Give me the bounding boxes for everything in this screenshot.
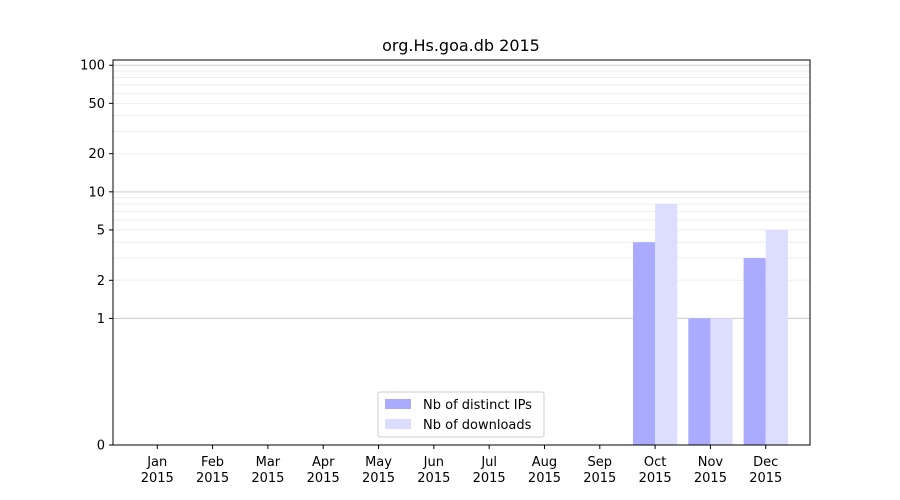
y-axis: 0 1 2 5 10 20 50 100 [80,59,113,454]
bar-distinct-ips [688,318,711,445]
x-tick-label-month: Jul [480,455,497,470]
y-tick-label: 20 [88,147,105,162]
x-tick-label-year: 2015 [417,471,450,486]
grid [113,64,810,319]
x-tick-label-month: Oct [644,455,666,470]
legend-swatch [385,419,411,429]
legend-label: Nb of downloads [423,418,532,433]
legend: Nb of distinct IPs Nb of downloads [377,391,545,438]
x-tick-label-year: 2015 [694,471,727,486]
bar-distinct-ips [743,258,766,445]
chart-title: org.Hs.goa.db 2015 [382,36,540,55]
x-tick-label-year: 2015 [251,471,284,486]
x-tick-label-year: 2015 [362,471,395,486]
bars [632,204,788,445]
bar-downloads [765,229,788,445]
legend-label: Nb of distinct IPs [423,398,532,413]
x-tick-label-month: Sep [588,455,613,470]
x-tick-label-year: 2015 [307,471,340,486]
bar-downloads [710,318,733,445]
plot-frame [112,59,811,446]
x-tick-label-month: Aug [532,455,557,470]
y-tick-label: 50 [88,97,105,112]
x-tick-label-month: Jun [423,455,444,470]
x-tick-label-month: Mar [256,455,281,470]
x-tick-label-year: 2015 [639,471,672,486]
legend-swatch [385,399,411,409]
y-tick-label: 2 [97,274,105,289]
y-tick-label: 100 [80,59,105,74]
x-tick-label-year: 2015 [528,471,561,486]
x-tick-label-month: Dec [753,455,778,470]
bar-distinct-ips [632,242,656,445]
y-tick-label: 10 [88,185,105,200]
x-tick-label-year: 2015 [749,471,782,486]
x-tick-label-month: Nov [698,455,724,470]
x-tick-label-year: 2015 [583,471,616,486]
y-tick-label: 1 [97,312,105,327]
y-tick-label: 5 [97,223,105,238]
x-tick-label-month: Apr [312,455,335,470]
x-tick-label-month: Jan [146,455,167,470]
x-tick-label-month: May [365,455,392,470]
legend-box [377,391,545,438]
x-axis: Jan2015Feb2015Mar2015Apr2015May2015Jun20… [141,445,782,486]
x-tick-label-year: 2015 [473,471,506,486]
x-tick-label-year: 2015 [141,471,174,486]
x-tick-label-month: Feb [201,455,224,470]
x-tick-label-year: 2015 [196,471,229,486]
y-tick-label: 0 [97,439,105,454]
bar-downloads [655,204,678,445]
